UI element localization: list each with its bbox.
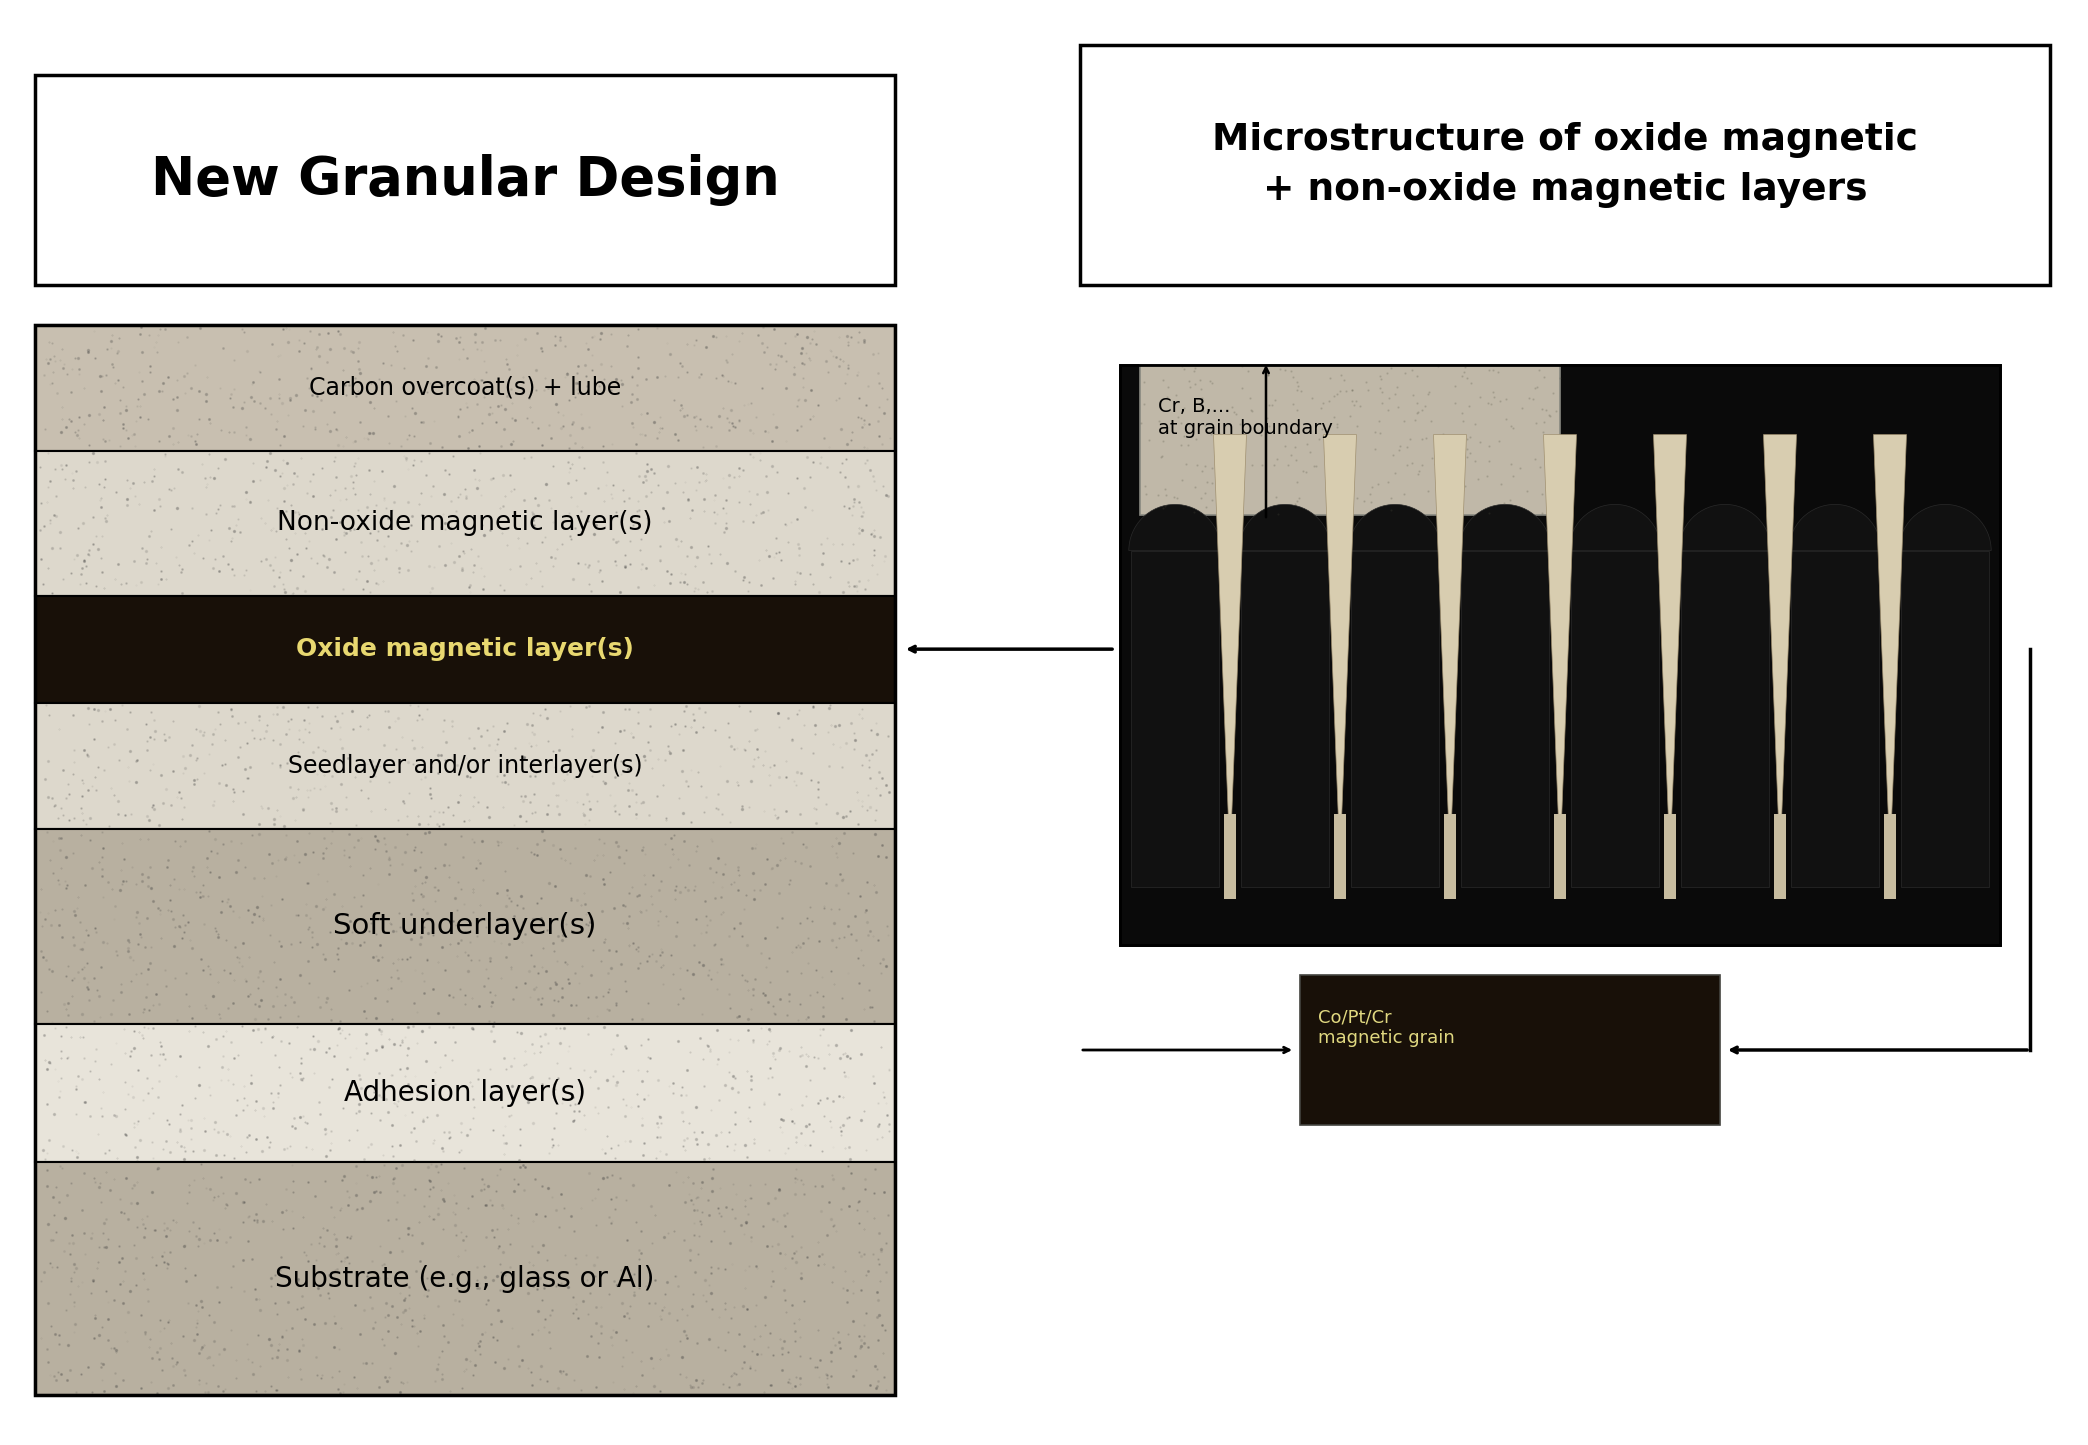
Text: Cr, B,...
at grain boundary: Cr, B,... at grain boundary bbox=[1159, 397, 1332, 438]
Bar bbox=[1224, 815, 1236, 899]
Bar bbox=[1119, 366, 2000, 945]
Bar bbox=[1351, 551, 1439, 887]
Polygon shape bbox=[1434, 435, 1466, 860]
Wedge shape bbox=[1568, 504, 1662, 551]
Wedge shape bbox=[1898, 504, 1992, 551]
Text: Co/Pt/Cr
magnetic grain: Co/Pt/Cr magnetic grain bbox=[1318, 1009, 1455, 1046]
Text: Oxide magnetic layer(s): Oxide magnetic layer(s) bbox=[296, 637, 635, 662]
Bar bbox=[1681, 551, 1769, 887]
Bar bbox=[1079, 45, 2050, 285]
Bar bbox=[1553, 815, 1566, 899]
Bar bbox=[35, 595, 896, 702]
Bar bbox=[1132, 551, 1219, 887]
Wedge shape bbox=[1130, 504, 1221, 551]
Text: Seedlayer and/or interlayer(s): Seedlayer and/or interlayer(s) bbox=[288, 754, 643, 777]
Text: Adhesion layer(s): Adhesion layer(s) bbox=[345, 1079, 587, 1107]
Bar bbox=[1334, 815, 1347, 899]
Bar bbox=[1792, 551, 1879, 887]
Wedge shape bbox=[1789, 504, 1881, 551]
Bar bbox=[1900, 551, 1990, 887]
Wedge shape bbox=[1349, 504, 1441, 551]
Bar bbox=[1240, 551, 1328, 887]
Polygon shape bbox=[1764, 435, 1796, 860]
Wedge shape bbox=[1238, 504, 1332, 551]
Text: New Granular Design: New Granular Design bbox=[150, 155, 779, 207]
Bar bbox=[35, 75, 896, 285]
Bar bbox=[1445, 815, 1455, 899]
Polygon shape bbox=[1873, 435, 1906, 860]
Bar bbox=[1140, 366, 1560, 514]
Bar bbox=[35, 702, 896, 828]
Polygon shape bbox=[1213, 435, 1247, 860]
Wedge shape bbox=[1679, 504, 1771, 551]
Bar bbox=[1570, 551, 1660, 887]
Bar bbox=[35, 1162, 896, 1394]
Text: Substrate (e.g., glass or Al): Substrate (e.g., glass or Al) bbox=[276, 1264, 656, 1293]
Bar bbox=[1301, 975, 1721, 1126]
Text: Non-oxide magnetic layer(s): Non-oxide magnetic layer(s) bbox=[278, 510, 654, 536]
Bar bbox=[1664, 815, 1677, 899]
Bar bbox=[35, 325, 896, 1394]
Polygon shape bbox=[1543, 435, 1576, 860]
Bar bbox=[1883, 815, 1896, 899]
Text: Carbon overcoat(s) + lube: Carbon overcoat(s) + lube bbox=[309, 376, 620, 400]
Bar bbox=[1462, 551, 1549, 887]
Bar bbox=[35, 1023, 896, 1162]
Text: Soft underlayer(s): Soft underlayer(s) bbox=[334, 912, 597, 941]
Text: Microstructure of oxide magnetic
+ non-oxide magnetic layers: Microstructure of oxide magnetic + non-o… bbox=[1211, 121, 1919, 208]
Polygon shape bbox=[1654, 435, 1687, 860]
Bar bbox=[1775, 815, 1785, 899]
Bar bbox=[35, 451, 896, 595]
Bar bbox=[35, 828, 896, 1023]
Wedge shape bbox=[1460, 504, 1551, 551]
Bar bbox=[1119, 366, 2000, 945]
Polygon shape bbox=[1324, 435, 1357, 860]
Bar bbox=[35, 325, 896, 451]
